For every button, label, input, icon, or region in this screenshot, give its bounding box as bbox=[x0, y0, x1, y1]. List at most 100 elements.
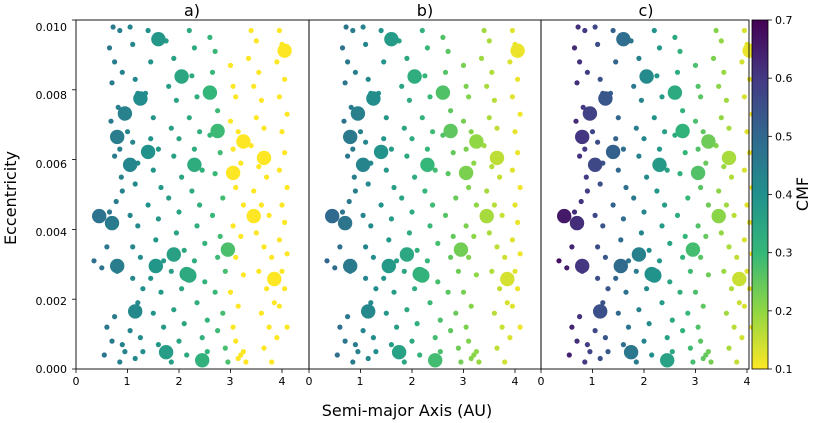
large-planet-point bbox=[133, 91, 148, 106]
small-planet-point bbox=[646, 247, 652, 253]
small-planet-point bbox=[373, 286, 379, 292]
small-planet-point bbox=[610, 27, 616, 34]
large-planet-point bbox=[575, 258, 590, 274]
large-planet-point bbox=[420, 157, 435, 172]
small-planet-point bbox=[274, 335, 280, 341]
small-planet-point bbox=[517, 111, 523, 117]
small-planet-point bbox=[130, 139, 136, 145]
small-planet-point bbox=[212, 171, 218, 177]
small-planet-point bbox=[381, 136, 387, 142]
small-planet-point bbox=[595, 244, 601, 250]
small-planet-point bbox=[108, 118, 114, 124]
small-planet-point bbox=[189, 188, 195, 194]
large-planet-point bbox=[575, 129, 590, 145]
small-planet-point bbox=[209, 212, 216, 218]
small-planet-point bbox=[109, 80, 115, 86]
small-planet-point bbox=[659, 223, 665, 229]
small-planet-point bbox=[600, 223, 606, 229]
small-planet-point bbox=[512, 268, 518, 274]
small-planet-point bbox=[424, 45, 430, 51]
small-planet-point bbox=[173, 230, 179, 236]
x-tick-label: 0 bbox=[73, 375, 80, 388]
small-planet-point bbox=[360, 24, 366, 30]
small-planet-point bbox=[649, 352, 655, 358]
small-planet-point bbox=[641, 136, 647, 142]
small-planet-point bbox=[710, 55, 717, 62]
large-planet-point bbox=[92, 208, 107, 224]
small-planet-point bbox=[703, 233, 709, 239]
small-planet-point bbox=[731, 324, 737, 330]
small-planet-point bbox=[419, 27, 425, 34]
small-planet-point bbox=[460, 118, 467, 124]
small-planet-point bbox=[383, 115, 389, 121]
x-axis-label: Semi-major Axis (AU) bbox=[322, 401, 493, 420]
small-planet-point bbox=[161, 258, 167, 264]
small-planet-point bbox=[618, 237, 624, 243]
small-planet-point bbox=[486, 38, 492, 44]
small-planet-point bbox=[350, 27, 356, 34]
small-planet-point bbox=[150, 310, 156, 316]
small-planet-point bbox=[365, 76, 371, 82]
large-planet-point bbox=[182, 268, 197, 283]
small-planet-point bbox=[261, 125, 267, 131]
small-planet-point bbox=[360, 328, 366, 334]
small-planet-point bbox=[620, 342, 627, 348]
small-planet-point bbox=[504, 300, 510, 306]
small-planet-point bbox=[677, 171, 683, 177]
small-planet-point bbox=[631, 83, 637, 89]
small-planet-point bbox=[741, 27, 748, 34]
large-planet-point bbox=[510, 43, 525, 58]
small-planet-point bbox=[227, 289, 234, 295]
small-planet-point bbox=[351, 174, 357, 180]
colorbar-tick-label: 0.2 bbox=[775, 305, 793, 318]
small-planet-point bbox=[253, 230, 259, 236]
small-planet-point bbox=[166, 83, 172, 89]
small-planet-point bbox=[680, 328, 686, 334]
large-planet-point bbox=[381, 258, 396, 274]
small-planet-point bbox=[502, 359, 508, 365]
small-planet-point bbox=[726, 125, 732, 131]
small-planet-point bbox=[587, 349, 593, 355]
small-planet-point bbox=[378, 202, 384, 208]
small-planet-point bbox=[235, 355, 241, 362]
small-planet-point bbox=[667, 279, 673, 285]
small-planet-point bbox=[726, 244, 732, 250]
small-planet-point bbox=[509, 94, 515, 100]
small-planet-point bbox=[473, 202, 479, 208]
small-planet-point bbox=[414, 247, 420, 253]
small-planet-point bbox=[119, 342, 125, 348]
x-tick-label: 3 bbox=[227, 375, 234, 388]
small-planet-point bbox=[383, 310, 389, 316]
small-planet-point bbox=[282, 76, 288, 82]
small-planet-point bbox=[430, 202, 436, 208]
small-planet-point bbox=[404, 307, 410, 313]
small-planet-point bbox=[556, 258, 562, 264]
large-planet-point bbox=[158, 345, 174, 360]
small-planet-point bbox=[448, 108, 454, 114]
small-planet-point bbox=[739, 335, 745, 341]
large-planet-point bbox=[675, 123, 690, 139]
colorbar bbox=[751, 19, 769, 370]
small-planet-point bbox=[194, 223, 200, 229]
small-planet-point bbox=[238, 160, 244, 166]
small-planet-point bbox=[728, 174, 735, 180]
small-planet-point bbox=[401, 125, 407, 131]
small-planet-point bbox=[466, 338, 472, 344]
small-planet-point bbox=[350, 359, 356, 365]
small-planet-point bbox=[584, 342, 591, 348]
small-planet-point bbox=[677, 48, 683, 55]
small-planet-point bbox=[194, 94, 200, 100]
small-planet-point bbox=[233, 94, 239, 100]
x-tick-label: 0 bbox=[306, 375, 313, 388]
small-planet-point bbox=[509, 237, 515, 243]
small-planet-point bbox=[509, 303, 515, 309]
large-planet-point bbox=[428, 353, 443, 368]
small-planet-point bbox=[497, 286, 503, 292]
small-planet-point bbox=[253, 38, 259, 44]
small-planet-point bbox=[233, 184, 239, 191]
small-planet-point bbox=[747, 286, 753, 292]
small-planet-point bbox=[342, 80, 348, 86]
small-planet-point bbox=[445, 48, 451, 55]
small-planet-point bbox=[716, 83, 722, 89]
